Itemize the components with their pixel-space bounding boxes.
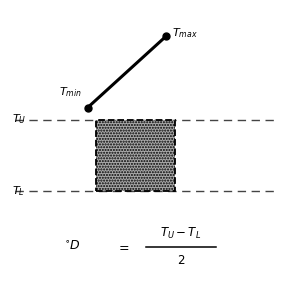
Text: $T_L$: $T_L$ (12, 184, 24, 198)
Text: $=$: $=$ (116, 240, 129, 253)
Text: $T_U - T_L$: $T_U - T_L$ (160, 226, 202, 241)
Text: $T_{max}$: $T_{max}$ (172, 26, 198, 40)
Text: $^{\circ}D$: $^{\circ}D$ (64, 240, 81, 253)
Bar (96, 120, 175, 191)
Text: $T_U$: $T_U$ (12, 113, 26, 126)
Text: $2$: $2$ (177, 254, 185, 267)
Text: $T_{min}$: $T_{min}$ (59, 85, 82, 99)
